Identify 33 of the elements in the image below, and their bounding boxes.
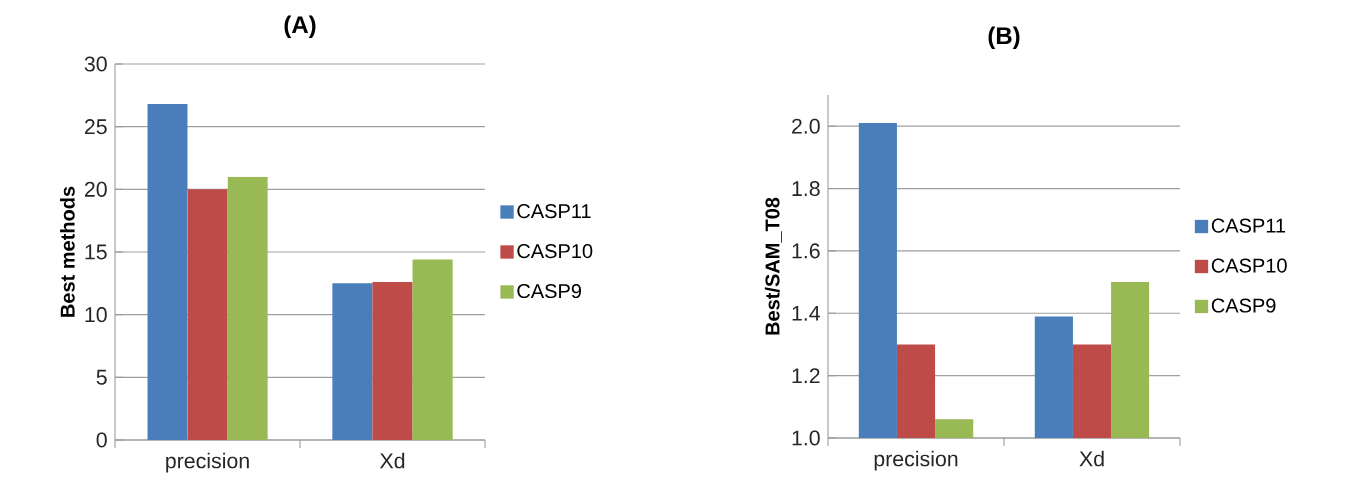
legend-label: CASP10 <box>1211 258 1287 273</box>
y-tick-label: 10 <box>85 307 107 323</box>
bar <box>412 259 453 440</box>
x-tick-label: Xd <box>1079 450 1104 467</box>
y-tick-label: 20 <box>84 181 107 197</box>
legend-label: CASP9 <box>1211 298 1276 313</box>
y-tick-label: 1.0 <box>792 430 820 446</box>
bar <box>187 189 228 440</box>
legend-label: CASP10 <box>517 244 593 259</box>
bar <box>147 104 188 440</box>
y-tick-label: 1.8 <box>792 180 820 197</box>
bar <box>332 283 373 440</box>
chart-title: (B) <box>988 26 1020 49</box>
x-tick-label: Xd <box>379 452 405 469</box>
bar <box>372 282 413 440</box>
legend-label: CASP11 <box>517 204 591 219</box>
y-tick-label: 2.0 <box>792 118 820 134</box>
y-tick-label: 0 <box>96 432 107 448</box>
x-tick-label: precision <box>166 452 249 473</box>
y-tick-label: 1.6 <box>792 243 820 259</box>
y-tick-label: 25 <box>84 119 107 135</box>
legend-label: CASP11 <box>1211 218 1286 233</box>
legend-label: CASP9 <box>517 283 581 299</box>
y-tick-label: 1.4 <box>792 305 820 321</box>
y-tick-label: 15 <box>85 244 107 260</box>
y-axis-title: Best/SAM_T08 <box>764 197 782 335</box>
chart-title: (A) <box>284 15 316 38</box>
y-tick-label: 1.2 <box>792 368 820 384</box>
x-tick-label: precision <box>874 450 958 471</box>
y-tick-label: 5 <box>96 369 107 385</box>
y-tick-label: 30 <box>84 56 107 72</box>
y-axis-title: Best methods <box>60 186 75 317</box>
bar <box>227 176 268 440</box>
